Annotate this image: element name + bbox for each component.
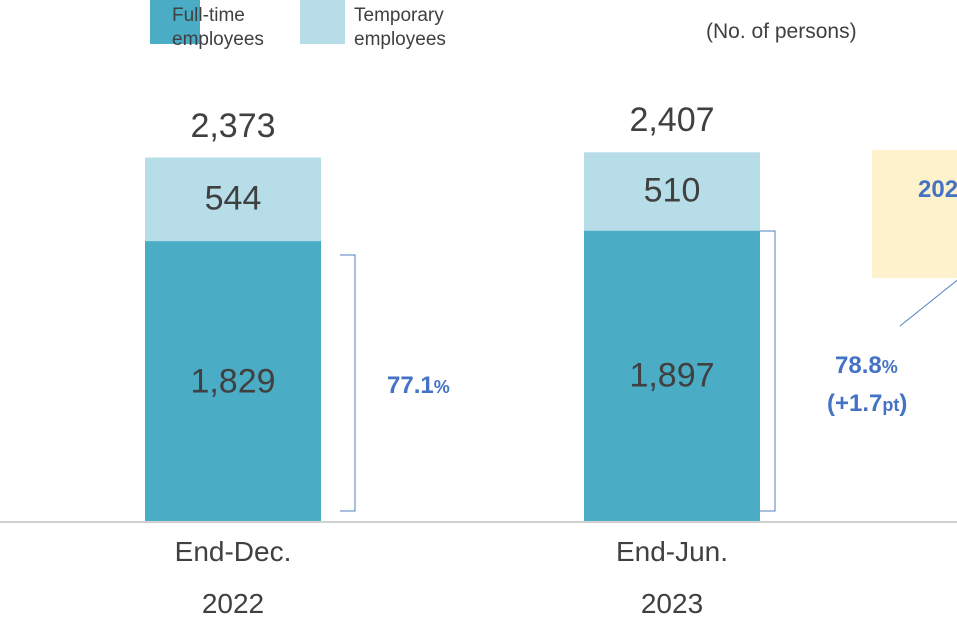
bar-segment [584, 152, 760, 231]
x-tick-label: End-Dec. 2022 [174, 536, 292, 619]
legend-swatch [300, 0, 345, 44]
annotation-part: 78.8 [835, 352, 882, 379]
annotation-part: pt [882, 395, 900, 415]
annotation: (+1.7pt) [827, 390, 907, 418]
bracket [340, 254, 356, 512]
value-label: 510 [643, 171, 701, 210]
annotation-part: ) [899, 390, 908, 417]
legend-swatch [150, 0, 200, 44]
annotation-part: (+1.7 [827, 390, 883, 417]
callout-box [872, 150, 957, 278]
annotation-part: 77.1 [387, 372, 434, 399]
x-tick-label: End-Jun. 2023 [615, 536, 729, 619]
annotation: 78.8% [835, 352, 898, 380]
value-label: 1,829 [190, 361, 276, 400]
value-label: 1,897 [629, 356, 715, 395]
total-label: 2,373 [190, 106, 276, 145]
callout-line [899, 279, 957, 327]
legend-label: Full-time employees [172, 5, 264, 50]
bar-segment [584, 230, 760, 523]
legend-label: Temporary employees [354, 5, 446, 50]
total-label: 2,407 [629, 101, 715, 140]
callout-text: 202 [918, 176, 957, 203]
unit-label: (No. of persons) [706, 20, 857, 43]
bar-segment [145, 157, 321, 242]
value-label: 544 [204, 179, 262, 218]
annotation-part: % [433, 377, 450, 397]
annotation-part: % [881, 357, 898, 377]
bar-segment [145, 241, 321, 522]
bracket [760, 230, 776, 512]
annotation: 77.1% [387, 372, 450, 400]
